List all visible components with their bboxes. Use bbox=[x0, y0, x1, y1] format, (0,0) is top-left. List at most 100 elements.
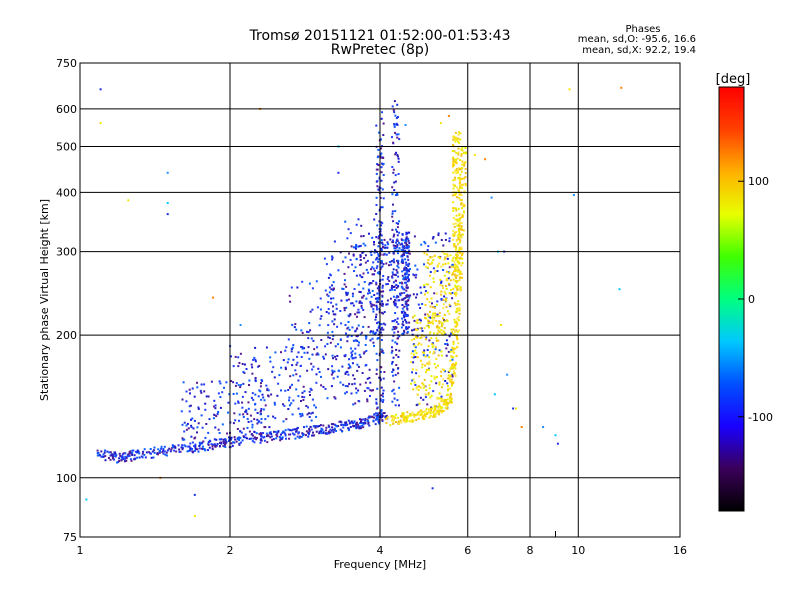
data-point-o bbox=[228, 436, 230, 439]
data-point-x bbox=[385, 421, 388, 424]
y-tick-label: 75 bbox=[63, 531, 77, 544]
data-point-o bbox=[347, 363, 350, 366]
data-point-o bbox=[379, 250, 382, 252]
data-point-o bbox=[434, 348, 437, 351]
data-point-o bbox=[150, 456, 153, 459]
data-point-o bbox=[266, 389, 269, 392]
data-point-x bbox=[438, 383, 441, 386]
data-point-o bbox=[379, 371, 382, 373]
data-point-o bbox=[445, 354, 448, 357]
data-point-o bbox=[311, 353, 314, 356]
data-point-o bbox=[368, 289, 371, 292]
data-point-outlier bbox=[212, 296, 215, 299]
data-point-x bbox=[440, 397, 443, 400]
data-point-x bbox=[458, 197, 461, 200]
data-point-x bbox=[399, 419, 402, 422]
data-point-o bbox=[181, 448, 184, 451]
data-point-o bbox=[393, 123, 396, 126]
data-point-o bbox=[205, 395, 208, 398]
data-point-o bbox=[194, 436, 197, 439]
data-point-o bbox=[219, 382, 222, 385]
data-point-o bbox=[260, 434, 263, 437]
data-point-o bbox=[233, 436, 236, 439]
data-point-o bbox=[396, 136, 399, 139]
data-point-o bbox=[450, 349, 453, 352]
data-point-o bbox=[339, 428, 342, 431]
data-point-x bbox=[448, 303, 451, 306]
data-point-o bbox=[378, 131, 381, 134]
data-point-o bbox=[215, 444, 218, 447]
data-point-o bbox=[393, 261, 396, 264]
data-point-o bbox=[390, 351, 393, 354]
data-point-o bbox=[324, 353, 327, 356]
data-point-o bbox=[180, 410, 183, 413]
data-point-o bbox=[394, 341, 397, 344]
data-point-o bbox=[375, 308, 378, 311]
data-point-o bbox=[241, 406, 244, 409]
data-point-o bbox=[378, 422, 381, 425]
data-point-o bbox=[277, 430, 280, 433]
data-point-o bbox=[315, 381, 318, 384]
data-point-x bbox=[451, 194, 454, 197]
data-point-o bbox=[262, 408, 265, 411]
data-point-x bbox=[454, 178, 457, 181]
data-point-o bbox=[359, 263, 362, 266]
data-point-x bbox=[458, 279, 461, 282]
data-point-x bbox=[457, 268, 460, 271]
data-point-o bbox=[333, 428, 336, 431]
data-point-x bbox=[438, 311, 441, 314]
data-point-x bbox=[447, 402, 450, 405]
data-point-o bbox=[226, 432, 229, 435]
data-point-x bbox=[462, 229, 465, 232]
data-point-o bbox=[376, 306, 378, 309]
data-point-o bbox=[338, 420, 341, 423]
data-point-x bbox=[452, 356, 455, 359]
data-point-o bbox=[393, 125, 396, 128]
data-point-o bbox=[216, 413, 219, 416]
data-point-x bbox=[456, 280, 459, 283]
data-point-x bbox=[458, 229, 460, 232]
data-point-x bbox=[455, 362, 458, 365]
data-point-o bbox=[290, 402, 293, 405]
data-point-o bbox=[378, 220, 381, 223]
data-point-o bbox=[254, 358, 257, 361]
data-point-o bbox=[391, 215, 394, 218]
data-point-o bbox=[350, 347, 352, 350]
data-point-o bbox=[331, 426, 334, 429]
data-point-x bbox=[433, 377, 436, 380]
data-point-o bbox=[377, 253, 380, 256]
data-point-o bbox=[248, 430, 251, 433]
data-point-o bbox=[232, 422, 235, 425]
data-point-x bbox=[455, 281, 458, 284]
data-point-x bbox=[457, 153, 460, 156]
data-point-o bbox=[355, 274, 358, 277]
data-point-x bbox=[410, 339, 413, 342]
data-point-o bbox=[364, 261, 367, 264]
data-point-x bbox=[460, 272, 463, 275]
data-point-x bbox=[452, 272, 454, 275]
data-point-o bbox=[381, 278, 384, 281]
data-point-o bbox=[365, 337, 368, 340]
data-point-o bbox=[331, 258, 334, 261]
data-point-x bbox=[453, 150, 456, 153]
data-point-x bbox=[455, 207, 458, 210]
data-point-o bbox=[394, 247, 397, 250]
data-point-o bbox=[131, 451, 134, 454]
data-point-x bbox=[454, 264, 457, 267]
data-point-x bbox=[455, 322, 458, 325]
data-point-x bbox=[445, 401, 448, 404]
data-point-o bbox=[414, 264, 417, 267]
data-point-o bbox=[301, 347, 304, 350]
data-point-o bbox=[371, 236, 374, 239]
data-point-x bbox=[415, 352, 418, 355]
data-point-x bbox=[454, 302, 456, 305]
data-point-o bbox=[298, 431, 300, 434]
data-point-o bbox=[378, 241, 380, 244]
data-point-o bbox=[392, 171, 395, 174]
data-point-x bbox=[416, 319, 419, 321]
data-point-o bbox=[197, 422, 200, 425]
data-point-x bbox=[392, 415, 395, 418]
data-point-x bbox=[457, 267, 460, 270]
data-point-x bbox=[457, 170, 459, 172]
